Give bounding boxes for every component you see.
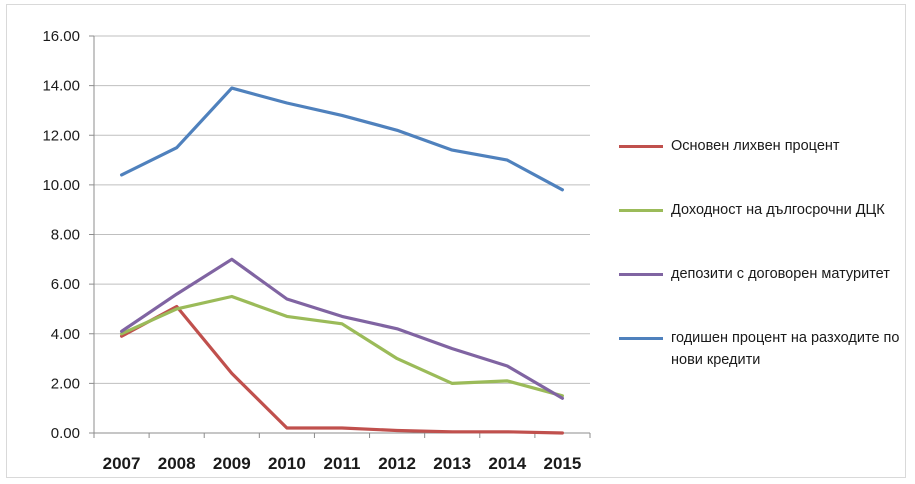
- gridlines: [94, 35, 590, 384]
- legend-swatch: [619, 337, 663, 340]
- y-tick-label: 0.00: [51, 425, 80, 442]
- y-tick-labels: 0.00 2.00 4.00 6.00 8.00 10.00 12.00 14.00 16.00: [42, 28, 80, 442]
- chart-frame: 0.00 2.00 4.00 6.00 8.00 10.00 12.00 14.00 16.00…: [6, 4, 906, 478]
- y-tick-label: 6.00: [51, 276, 80, 293]
- legend-swatch: [619, 209, 663, 212]
- x-tick-label: 2007: [103, 454, 141, 473]
- legend-swatch: [619, 145, 663, 148]
- y-tick-label: 14.00: [42, 78, 80, 95]
- x-tick-label: 2013: [433, 454, 471, 473]
- legend-label: Доходност на дългосрочни ДЦК: [671, 202, 885, 218]
- x-tick-label: 2012: [378, 454, 416, 473]
- series-line-4: [119, 86, 565, 192]
- series-lines: [119, 86, 565, 435]
- legend-item: депозити с договорен матуритет: [619, 263, 911, 285]
- series-line-1: [119, 304, 565, 435]
- x-tick-label: 2015: [544, 454, 582, 473]
- y-tick-label: 10.00: [42, 177, 80, 194]
- legend-item: Доходност на дългосрочни ДЦК: [619, 199, 911, 221]
- y-tick-label: 4.00: [51, 326, 80, 343]
- line-chart: 0.00 2.00 4.00 6.00 8.00 10.00 12.00 14.00 16.00…: [42, 28, 591, 473]
- legend-label: Основен лихвен процент: [671, 138, 840, 154]
- x-tick-labels: 2007 2008 2009 2010 2011 2012 2013 2014 2015: [103, 454, 582, 473]
- axes: [89, 35, 591, 438]
- legend-label: депозити с договорен матуритет: [671, 266, 890, 282]
- series-line-2: [119, 294, 565, 398]
- x-tick-label: 2010: [268, 454, 306, 473]
- legend-item: Основен лихвен процент: [619, 135, 911, 157]
- legend-label: годишен процент на разходите по нови кре…: [671, 330, 900, 368]
- y-tick-label: 16.00: [42, 28, 80, 45]
- x-tick-label: 2008: [158, 454, 196, 473]
- y-tick-label: 12.00: [42, 127, 80, 144]
- y-tick-label: 2.00: [51, 375, 80, 392]
- x-tick-label: 2014: [488, 454, 526, 473]
- y-tick-label: 8.00: [51, 227, 80, 244]
- series-line-3: [119, 257, 565, 400]
- legend-swatch: [619, 273, 663, 276]
- legend-item: годишен процент на разходите по нови кре…: [619, 327, 911, 371]
- x-tick-label: 2009: [213, 454, 251, 473]
- x-tick-label: 2011: [324, 454, 361, 473]
